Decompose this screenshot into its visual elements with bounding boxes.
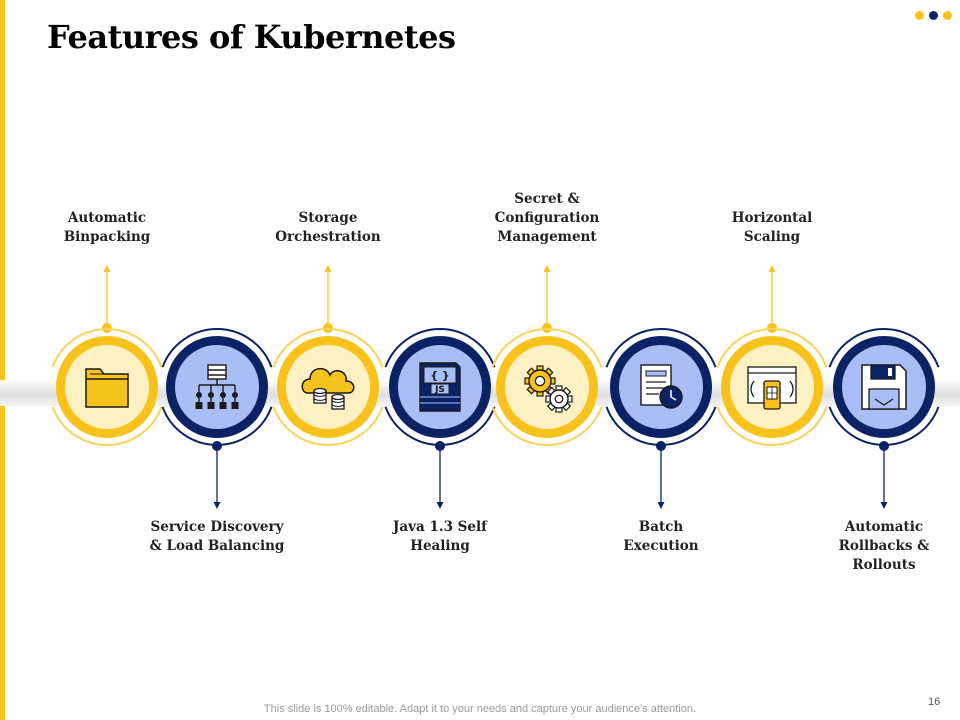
feature-node (161, 328, 273, 446)
cloud-storage-icon (301, 367, 355, 410)
floppy-disk-icon (861, 364, 907, 410)
feature-label: Horizontal Scaling (731, 210, 813, 245)
feature-node (272, 328, 384, 446)
feature-label: Automatic Rollbacks & Rollouts (838, 519, 930, 573)
feature-label: Secret & Configuration Management (494, 191, 600, 245)
feature-node: { } JS (384, 328, 496, 446)
feature-label: Storage Orchestration (275, 210, 381, 245)
feature-label: Batch Execution (623, 519, 699, 554)
accent-bar (0, 0, 5, 720)
folder-icon (85, 368, 129, 408)
svg-text:JS: JS (434, 385, 445, 395)
dot-navy (929, 11, 938, 20)
dot-yellow (915, 11, 924, 20)
gears-icon (524, 365, 573, 413)
feature-connector (212, 441, 222, 509)
feature-node (828, 328, 940, 446)
slide-title: Features of Kubernetes (47, 18, 456, 56)
page-number: 16 (928, 696, 941, 708)
feature-label: Automatic Binpacking (63, 210, 151, 245)
dot-yellow (943, 11, 952, 20)
feature-node (605, 328, 717, 446)
feature-connector (767, 265, 777, 333)
feature-label: Service Discovery & Load Balancing (149, 519, 285, 554)
feature-connector (323, 265, 333, 333)
javascript-file-icon: { } JS (419, 362, 461, 412)
network-hierarchy-icon (195, 364, 239, 409)
feature-connector (879, 441, 889, 509)
feature-node (51, 328, 163, 446)
document-clock-icon (640, 364, 683, 409)
responsive-scaling-icon (747, 366, 797, 410)
feature-connector (435, 441, 445, 509)
feature-node (491, 328, 603, 446)
decorative-dots (915, 11, 952, 20)
feature-connector (542, 265, 552, 333)
feature-node (716, 328, 828, 446)
footer-note: This slide is 100% editable. Adapt it to… (263, 703, 697, 715)
feature-label: Java 1.3 Self Healing (393, 519, 487, 554)
feature-connector (102, 265, 112, 333)
svg-text:{ }: { } (430, 369, 450, 382)
feature-connector (656, 441, 666, 509)
